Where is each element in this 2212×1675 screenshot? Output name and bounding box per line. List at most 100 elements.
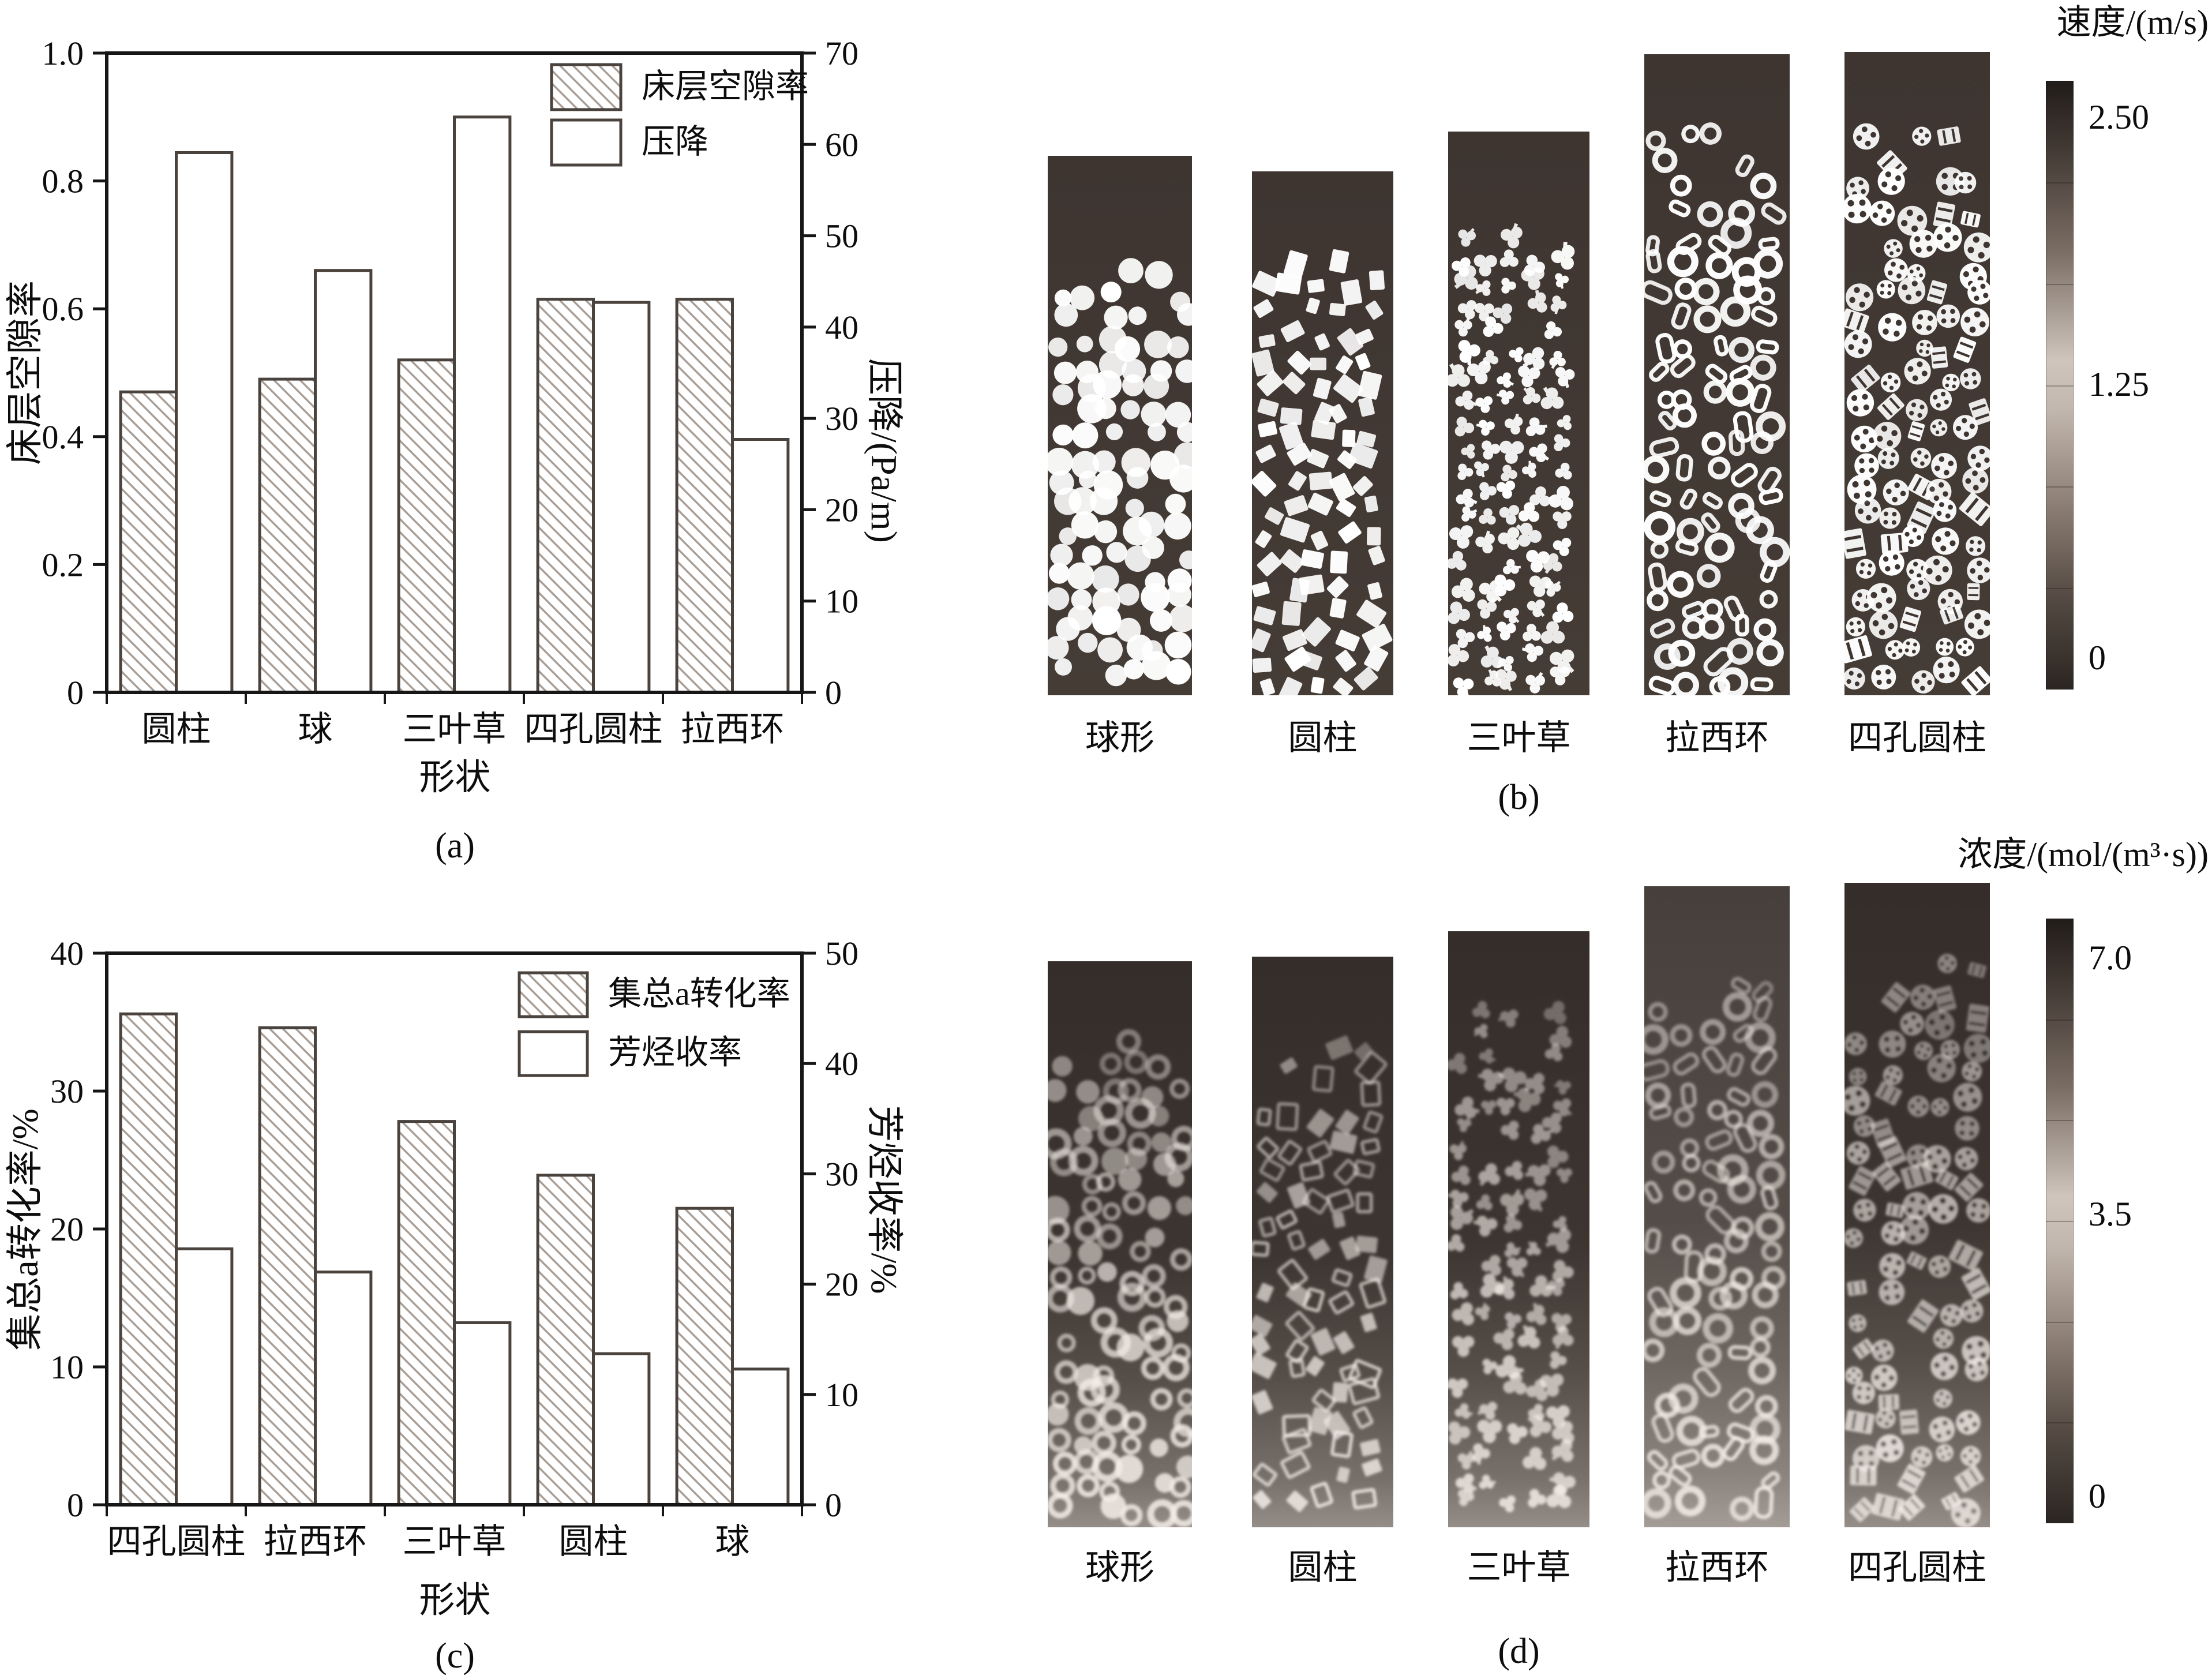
bar-c-芳烃收率-拉西环 bbox=[314, 1271, 373, 1507]
left-tick-label: 0 bbox=[67, 1486, 84, 1524]
legend-swatch-open bbox=[518, 1030, 589, 1077]
bar-a-压降-圆柱 bbox=[175, 151, 234, 694]
panel-a-caption: (a) bbox=[435, 826, 475, 865]
colorbar-tick-label-b-1: 1.25 bbox=[2089, 365, 2149, 403]
left-tick-label: 1.0 bbox=[42, 35, 84, 72]
panel-a-chart: 0 0.2 0.4 0.6 0.8 1.0 0 10 20 30 40 50 60 70 圆柱 球 三叶草 四孔圆… bbox=[42, 35, 859, 748]
colorbar-tick-label-d-0: 7.0 bbox=[2089, 939, 2132, 977]
legend-swatch-hatched bbox=[518, 971, 589, 1018]
right-tick-label: 30 bbox=[825, 1155, 858, 1193]
sim-column-b-clover bbox=[1448, 132, 1589, 695]
column-label-d-2: 三叶草 bbox=[1467, 1549, 1571, 1587]
right-tick-label: 20 bbox=[825, 491, 858, 529]
sim-column-d-clover bbox=[1448, 931, 1589, 1527]
right-tick-label: 40 bbox=[825, 1045, 858, 1082]
left-tick-label: 0 bbox=[67, 674, 84, 711]
right-tick-label: 30 bbox=[825, 400, 858, 437]
particle-field-sphere bbox=[1048, 1029, 1192, 1527]
left-tick-label: 30 bbox=[50, 1073, 84, 1110]
bar-c-集总a转化率-四孔圆柱 bbox=[119, 1012, 178, 1507]
category-label: 三叶草 bbox=[403, 710, 507, 748]
colorbar-d-title: 浓度/(mol/(m³·s)) bbox=[1958, 835, 2209, 874]
left-tick-label: 0.8 bbox=[42, 163, 84, 200]
plot-frame-a bbox=[105, 51, 804, 694]
column-label-b-0: 球形 bbox=[1085, 719, 1154, 757]
colorbar-tick-label-b-2: 0 bbox=[2089, 639, 2106, 677]
panel-a-xaxis-title: 形状 bbox=[419, 758, 491, 797]
bar-a-床层空隙率-球 bbox=[258, 377, 317, 694]
colorbar-seam bbox=[2046, 1120, 2074, 1122]
colorbar-d bbox=[2046, 919, 2074, 1523]
bar-c-芳烃收率-圆柱 bbox=[592, 1352, 651, 1507]
particle-field-sphere bbox=[1048, 258, 1192, 687]
legend-label: 集总a转化率 bbox=[608, 975, 790, 1012]
colorbar-seam bbox=[2046, 1321, 2074, 1323]
sim-column-b-four-hole-cylinder bbox=[1844, 52, 1990, 695]
colorbar-seam bbox=[2046, 385, 2074, 387]
category-label: 四孔圆柱 bbox=[107, 1523, 246, 1561]
sim-column-b-cylinder bbox=[1252, 171, 1393, 695]
colorbar-seam bbox=[2046, 588, 2074, 590]
category-label: 球 bbox=[298, 710, 333, 748]
category-label: 圆柱 bbox=[142, 710, 211, 748]
particle-field-raschig-ring bbox=[1644, 976, 1786, 1522]
colorbar-seam bbox=[2046, 1422, 2074, 1424]
bar-a-压降-球 bbox=[314, 269, 373, 694]
column-label-d-3: 拉西环 bbox=[1665, 1549, 1769, 1587]
bar-a-压降-四孔圆柱 bbox=[592, 301, 651, 694]
colorbar-seam bbox=[2046, 283, 2074, 285]
panel-d-caption: (d) bbox=[1498, 1632, 1540, 1671]
particle-field-clover bbox=[1448, 223, 1575, 695]
sim-column-d-raschig-ring bbox=[1644, 886, 1790, 1527]
bar-c-集总a转化率-球 bbox=[675, 1206, 734, 1507]
panel-b-caption: (b) bbox=[1498, 778, 1540, 817]
left-tick-label: 40 bbox=[50, 935, 84, 972]
legend-swatch-hatched bbox=[550, 63, 623, 111]
colorbar-tick-label-b-0: 2.50 bbox=[2089, 98, 2149, 137]
particle-field-cylinder bbox=[1252, 1035, 1388, 1512]
bar-a-床层空隙率-四孔圆柱 bbox=[536, 298, 595, 694]
panel-c-chart: 0 10 20 30 40 0 10 20 30 40 50 四孔圆柱 拉西环 三叶草 圆柱 球 集总a转化率芳… bbox=[50, 935, 858, 1561]
left-tick-label: 20 bbox=[50, 1211, 84, 1248]
colorbar-seam bbox=[2046, 182, 2074, 183]
panel-a-right-axis-title: 压降/(Pa/m) bbox=[864, 358, 905, 543]
bar-a-床层空隙率-拉西环 bbox=[675, 298, 734, 694]
panel-c-left-axis-title: 集总a转化率/% bbox=[5, 1108, 46, 1351]
bar-a-压降-拉西环 bbox=[731, 438, 790, 694]
sim-column-d-cylinder bbox=[1252, 957, 1393, 1527]
bar-a-床层空隙率-三叶草 bbox=[397, 358, 456, 694]
right-tick-label: 60 bbox=[825, 126, 858, 163]
right-tick-label: 0 bbox=[825, 1486, 842, 1524]
particle-field-four-hole-cylinder bbox=[1844, 954, 1990, 1527]
column-label-d-1: 圆柱 bbox=[1288, 1549, 1358, 1587]
colorbar-tick-label-d-2: 0 bbox=[2089, 1477, 2106, 1515]
left-tick-label: 0.4 bbox=[42, 418, 84, 456]
colorbar-b-title: 速度/(m/s) bbox=[2056, 3, 2209, 42]
panel-c-right-axis-title: 芳烃收率/% bbox=[864, 1105, 905, 1294]
category-label: 球 bbox=[715, 1523, 750, 1561]
particle-field-raschig-ring bbox=[1644, 122, 1790, 695]
column-label-b-2: 三叶草 bbox=[1467, 719, 1571, 757]
colorbar-seam bbox=[2046, 1221, 2074, 1222]
right-tick-label: 10 bbox=[825, 583, 858, 620]
sim-column-b-sphere bbox=[1048, 156, 1192, 695]
panel-c-caption: (c) bbox=[435, 1636, 475, 1675]
category-label: 拉西环 bbox=[681, 710, 785, 748]
sim-column-b-raschig-ring bbox=[1644, 54, 1790, 695]
column-label-d-0: 球形 bbox=[1085, 1549, 1154, 1587]
right-tick-label: 70 bbox=[825, 35, 858, 72]
colorbar-seam bbox=[2046, 486, 2074, 488]
legend-label: 压降 bbox=[642, 123, 708, 160]
category-label: 拉西环 bbox=[264, 1523, 368, 1561]
colorbar-tick-label-d-1: 3.5 bbox=[2089, 1194, 2132, 1233]
column-label-b-1: 圆柱 bbox=[1288, 719, 1358, 757]
bar-c-集总a转化率-三叶草 bbox=[397, 1120, 456, 1507]
right-tick-label: 10 bbox=[825, 1376, 858, 1414]
bar-c-集总a转化率-拉西环 bbox=[258, 1026, 317, 1507]
panel-c-xaxis-title: 形状 bbox=[419, 1581, 491, 1620]
left-tick-label: 0.2 bbox=[42, 546, 84, 583]
right-tick-label: 40 bbox=[825, 309, 858, 346]
column-label-b-3: 拉西环 bbox=[1665, 719, 1769, 757]
column-label-d-4: 四孔圆柱 bbox=[1848, 1549, 1986, 1587]
category-label: 圆柱 bbox=[559, 1523, 628, 1561]
